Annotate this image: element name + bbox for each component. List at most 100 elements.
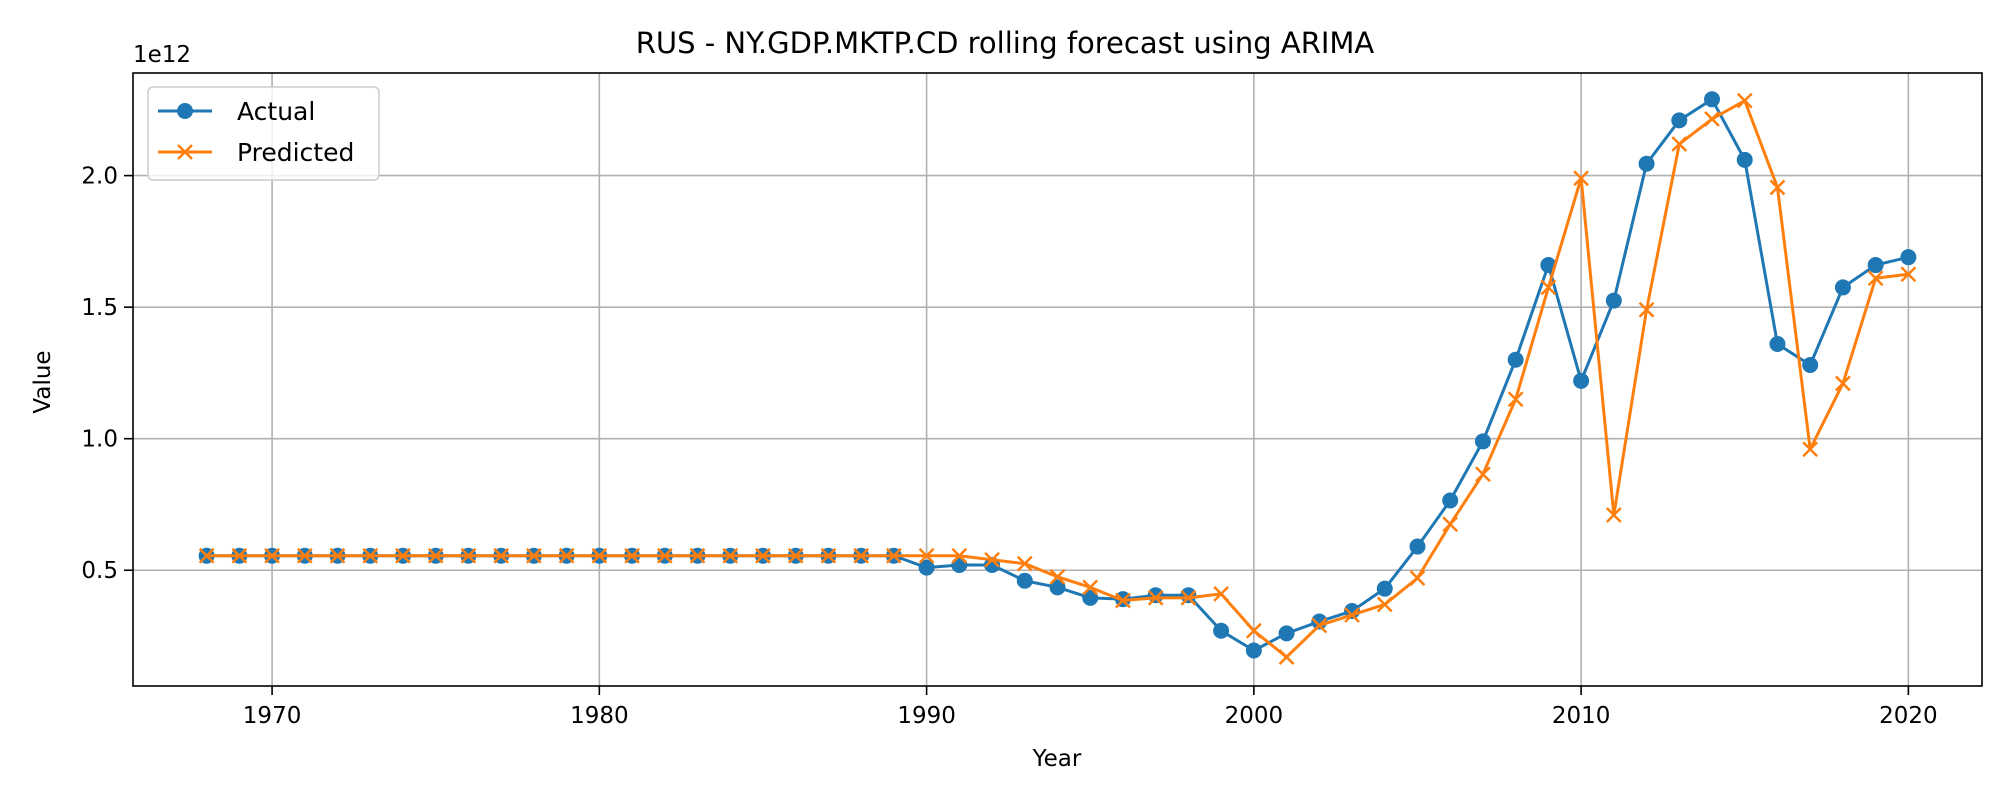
actual-point [1802,357,1819,374]
actual-point [1573,372,1590,389]
actual-point [1507,351,1524,368]
y-tick-label: 2.0 [81,164,118,190]
actual-point [1867,257,1884,274]
actual-point [1016,572,1033,589]
predicted-point [1082,579,1099,596]
actual-point [918,559,935,576]
predicted-point [427,547,444,564]
actual-point [1376,580,1393,597]
predicted-point [1442,516,1459,533]
predicted-point [558,547,575,564]
predicted-point [1376,596,1393,613]
actual-point [1082,589,1099,606]
x-tick-label: 1970 [243,703,302,729]
predicted-point [1736,92,1753,109]
predicted-point [689,547,706,564]
predicted-point [1344,607,1360,623]
y-offset-text: 1e12 [133,42,191,68]
predicted-point [1769,179,1786,196]
legend-actual-marker [177,103,193,119]
predicted-point [1900,266,1917,283]
actual-point [1409,538,1426,555]
predicted-point [787,547,804,564]
predicted-point [885,547,902,564]
predicted-point [1213,586,1230,602]
predicted-point [198,547,215,564]
actual-point [1213,622,1230,639]
predicted-point [1147,589,1164,606]
predicted-point [362,547,379,564]
predicted-point [1409,570,1426,587]
predicted-point [231,547,248,564]
predicted-point [1540,279,1557,296]
predicted-point [526,547,542,564]
legend-predicted-label: Predicted [237,138,354,167]
predicted-point [329,547,346,564]
predicted-point [1507,391,1524,408]
actual-point [1834,279,1851,296]
predicted-point [395,547,411,564]
plot-frame [132,72,1983,687]
x-tick-label: 2020 [1879,703,1938,729]
x-tick-label: 2010 [1552,703,1611,729]
y-axis-label: Value [30,350,56,413]
series-line-actual [206,97,1909,652]
x-tick-label: 1990 [897,703,956,729]
actual-point [1180,587,1197,604]
predicted-point [853,547,870,564]
actual-point [1900,249,1917,266]
actual-point [1736,151,1753,168]
x-axis-label: Year [1032,746,1082,772]
predicted-point [1671,136,1688,152]
actual-point [1278,625,1295,642]
x-tick-label: 2000 [1225,703,1284,729]
y-tick-label: 1.5 [81,295,118,321]
predicted-point [264,547,280,564]
x-tick-label: 1980 [570,703,629,729]
series-layer [198,91,1917,665]
predicted-point [755,547,771,564]
predicted-point [1311,617,1328,634]
predicted-point [1802,441,1819,458]
predicted-point [624,547,640,564]
y-tick-label: 1.0 [81,427,118,453]
legend-actual-label: Actual [237,97,315,126]
y-tick-label: 0.5 [81,558,118,584]
predicted-point [1016,555,1033,572]
predicted-point [951,547,968,564]
actual-point [1769,335,1786,352]
actual-point [1638,155,1655,172]
predicted-point [1049,568,1066,585]
predicted-point [656,547,673,564]
chart-title: RUS - NY.GDP.MKTP.CD rolling forecast us… [636,26,1375,60]
predicted-point [493,547,510,564]
actual-point [1049,579,1066,596]
predicted-point [460,547,477,564]
tick-layer: 1970 1980 1990 2000 2010 2020 0.5 1.0 1.5 2.0 [81,164,1937,729]
legend: Actual Predicted [147,86,380,181]
predicted-point [1704,111,1720,127]
predicted-point [1867,270,1884,287]
actual-point [1474,433,1491,450]
predicted-point [1573,170,1589,187]
actual-point [1245,642,1262,659]
actual-point [1442,492,1459,509]
predicted-point [1180,589,1197,606]
predicted-point [1475,466,1491,483]
legend-predicted-marker [177,144,193,160]
predicted-point [722,547,739,564]
actual-point [1671,112,1688,129]
actual-point [1704,91,1721,108]
predicted-point [918,547,935,564]
predicted-point [1638,301,1655,318]
predicted-point [1115,592,1131,609]
actual-point [1605,292,1622,309]
predicted-point [1278,649,1295,665]
predicted-point [1245,622,1262,639]
predicted-point [591,547,608,564]
predicted-point [820,547,837,564]
predicted-point [1605,507,1622,523]
actual-point [951,556,968,573]
